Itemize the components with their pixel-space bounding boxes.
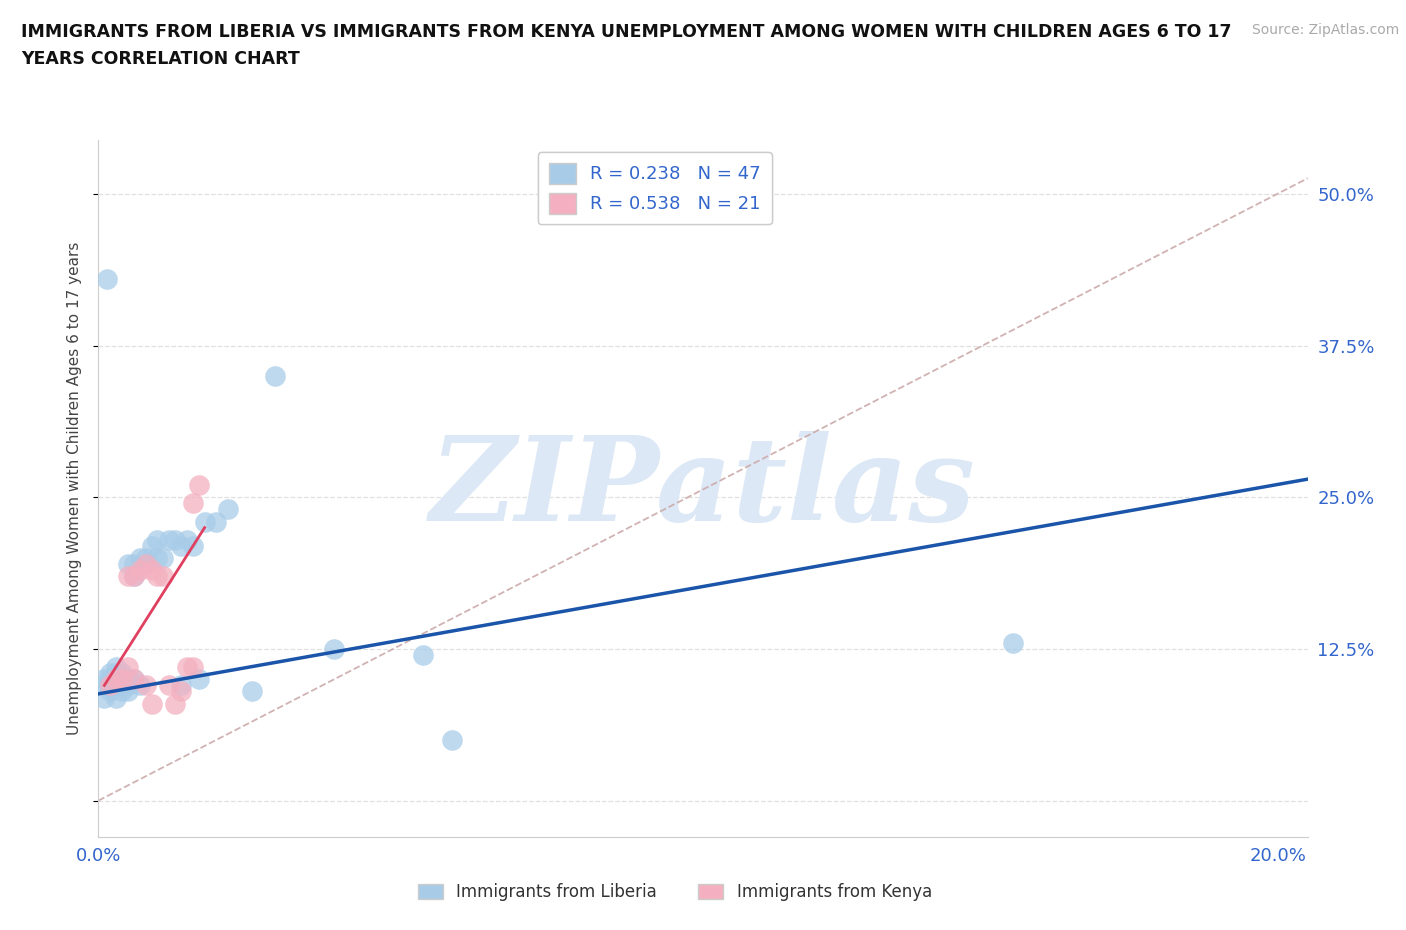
Y-axis label: Unemployment Among Women with Children Ages 6 to 17 years: Unemployment Among Women with Children A… bbox=[67, 242, 83, 735]
Point bbox=[165, 532, 187, 547]
Point bbox=[122, 569, 145, 584]
Point bbox=[165, 697, 187, 711]
Point bbox=[117, 659, 139, 674]
Point bbox=[141, 563, 163, 578]
Text: ZIPatlas: ZIPatlas bbox=[430, 431, 976, 546]
Point bbox=[93, 678, 115, 693]
Point bbox=[111, 684, 134, 698]
Point bbox=[1001, 635, 1024, 650]
Point bbox=[135, 551, 157, 565]
Point bbox=[128, 551, 150, 565]
Point bbox=[105, 659, 128, 674]
Point bbox=[105, 690, 128, 705]
Point bbox=[264, 368, 287, 383]
Point bbox=[111, 666, 134, 681]
Point bbox=[152, 551, 174, 565]
Point bbox=[122, 557, 145, 572]
Point bbox=[128, 563, 150, 578]
Point bbox=[98, 671, 121, 686]
Point bbox=[181, 538, 204, 553]
Point bbox=[93, 671, 115, 686]
Point bbox=[98, 666, 121, 681]
Point bbox=[181, 659, 204, 674]
Point bbox=[412, 647, 434, 662]
Text: Source: ZipAtlas.com: Source: ZipAtlas.com bbox=[1251, 23, 1399, 37]
Point bbox=[105, 671, 128, 686]
Point bbox=[205, 514, 228, 529]
Point bbox=[122, 569, 145, 584]
Point bbox=[170, 538, 193, 553]
Point bbox=[176, 532, 198, 547]
Point bbox=[105, 666, 128, 681]
Point bbox=[93, 690, 115, 705]
Point bbox=[98, 678, 121, 693]
Point bbox=[117, 557, 139, 572]
Point bbox=[194, 514, 217, 529]
Point bbox=[117, 569, 139, 584]
Point bbox=[98, 678, 121, 693]
Point bbox=[146, 532, 169, 547]
Point bbox=[146, 551, 169, 565]
Point bbox=[117, 671, 139, 686]
Point bbox=[135, 678, 157, 693]
Point bbox=[105, 671, 128, 686]
Point bbox=[105, 678, 128, 693]
Legend: R = 0.238   N = 47, R = 0.538   N = 21: R = 0.238 N = 47, R = 0.538 N = 21 bbox=[537, 152, 772, 224]
Point bbox=[187, 478, 209, 493]
Point bbox=[111, 671, 134, 686]
Point bbox=[157, 532, 180, 547]
Point bbox=[111, 678, 134, 693]
Point bbox=[135, 557, 157, 572]
Point bbox=[111, 671, 134, 686]
Point bbox=[170, 678, 193, 693]
Point bbox=[135, 557, 157, 572]
Point bbox=[117, 678, 139, 693]
Point bbox=[176, 659, 198, 674]
Point bbox=[98, 684, 121, 698]
Point bbox=[122, 671, 145, 686]
Point bbox=[96, 272, 118, 286]
Point bbox=[441, 733, 464, 748]
Point bbox=[187, 671, 209, 686]
Point bbox=[117, 684, 139, 698]
Point bbox=[128, 678, 150, 693]
Point bbox=[152, 569, 174, 584]
Text: IMMIGRANTS FROM LIBERIA VS IMMIGRANTS FROM KENYA UNEMPLOYMENT AMONG WOMEN WITH C: IMMIGRANTS FROM LIBERIA VS IMMIGRANTS FR… bbox=[21, 23, 1232, 68]
Point bbox=[146, 569, 169, 584]
Point bbox=[217, 502, 239, 517]
Point bbox=[323, 642, 346, 657]
Point bbox=[141, 697, 163, 711]
Legend: Immigrants from Liberia, Immigrants from Kenya: Immigrants from Liberia, Immigrants from… bbox=[411, 876, 939, 908]
Point bbox=[141, 538, 163, 553]
Point bbox=[122, 671, 145, 686]
Point bbox=[170, 684, 193, 698]
Point bbox=[240, 684, 263, 698]
Point bbox=[157, 678, 180, 693]
Point bbox=[181, 496, 204, 511]
